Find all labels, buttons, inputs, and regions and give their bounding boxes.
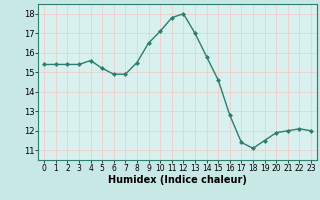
- X-axis label: Humidex (Indice chaleur): Humidex (Indice chaleur): [108, 175, 247, 185]
